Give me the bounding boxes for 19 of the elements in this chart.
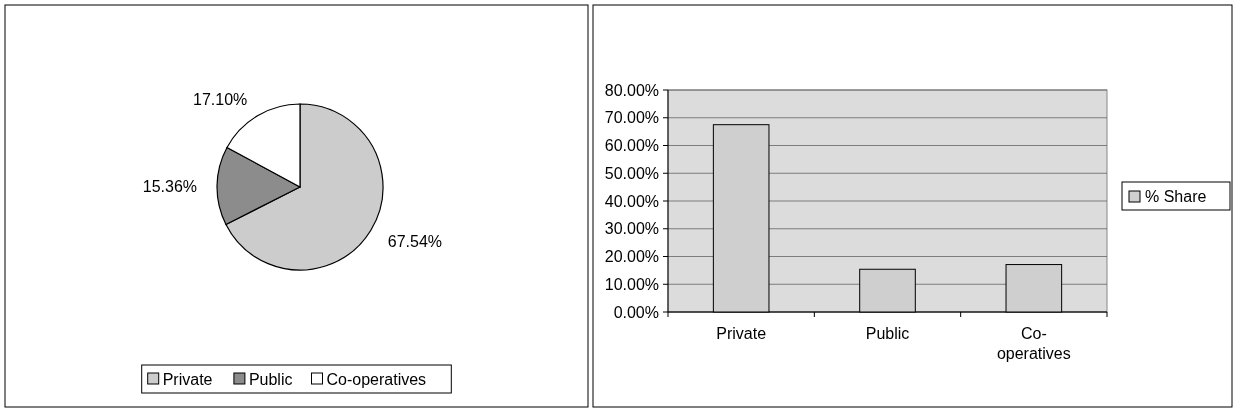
legend-label: Public bbox=[248, 371, 293, 388]
y-tick-label: 70.00% bbox=[604, 109, 659, 127]
data-label: 67.54% bbox=[387, 232, 443, 250]
y-tick-label: 30.00% bbox=[604, 220, 659, 238]
legend-label: Private bbox=[162, 371, 213, 388]
y-tick-label: 80.00% bbox=[604, 81, 659, 99]
y-tick-label: 0.00% bbox=[613, 303, 659, 321]
x-tick-label: Co-operatives bbox=[996, 325, 1071, 362]
x-tick-label: Public bbox=[865, 325, 910, 342]
y-tick-label: 60.00% bbox=[604, 137, 659, 154]
data-label: 17.10% bbox=[193, 90, 248, 108]
y-tick-label: 20.00% bbox=[604, 248, 659, 265]
y-tick-label: 10.00% bbox=[604, 275, 659, 293]
y-tick-label: 40.00% bbox=[604, 192, 659, 210]
data-label: 15.36% bbox=[142, 177, 198, 195]
legend-label: % Share bbox=[1145, 188, 1207, 205]
y-tick-label: 50.00% bbox=[604, 164, 659, 182]
x-tick-label: Private bbox=[716, 325, 767, 342]
legend-label: Co-operatives bbox=[326, 371, 427, 388]
